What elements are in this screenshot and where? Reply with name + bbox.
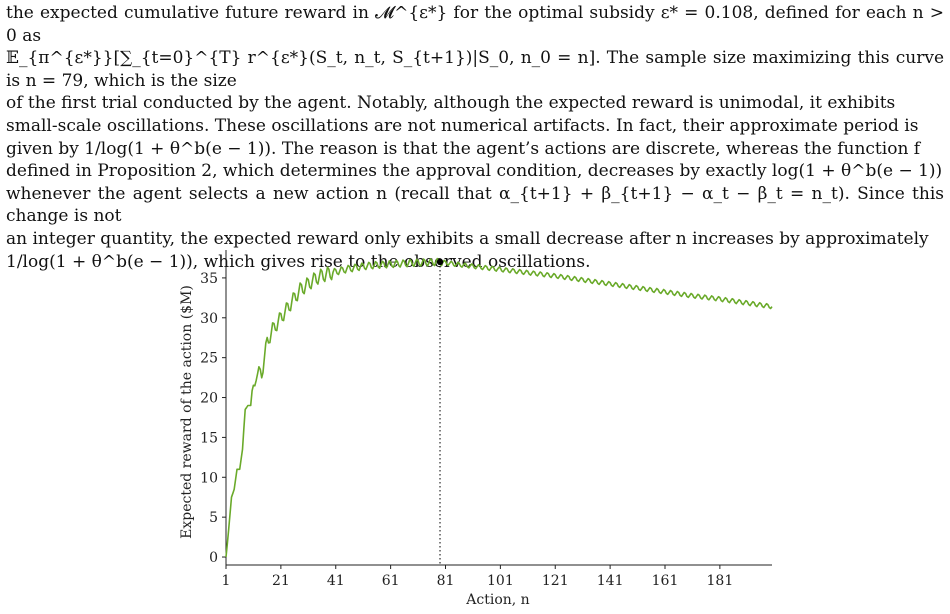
x-tick-label: 81	[437, 573, 455, 589]
paragraph-line: whenever the agent selects a new action …	[6, 183, 944, 227]
paragraph-line: 𝔼_{π^{ε*}}[∑_{t=0}^{T} r^{ε*}(S_t, n_t, …	[6, 48, 944, 91]
paragraph-line: 1/log(1 + θ^b(e − 1)), which gives rise …	[6, 251, 591, 272]
x-tick-label: 161	[652, 573, 679, 589]
x-axis-ticks: 1 21 41 61 81 101 121 141 161 181	[222, 565, 734, 589]
x-tick-label: 1	[222, 573, 231, 589]
y-axis-label: Expected reward of the action ($M)	[179, 285, 195, 539]
x-axis-label: Action, n	[465, 592, 529, 608]
chart-annotations	[436, 258, 444, 565]
x-tick-label: 181	[707, 573, 734, 589]
x-tick-label: 101	[487, 573, 514, 589]
y-tick-label: 20	[200, 391, 218, 407]
y-tick-label: 0	[209, 550, 218, 566]
body-paragraph: the expected cumulative future reward in…	[6, 2, 944, 273]
optimal-action-marker	[436, 258, 444, 266]
x-tick-label: 41	[327, 573, 345, 589]
y-tick-label: 15	[200, 430, 218, 446]
reward-curve	[225, 257, 773, 558]
x-tick-label: 21	[272, 573, 290, 589]
y-tick-label: 5	[209, 510, 218, 526]
x-tick-label: 61	[382, 573, 400, 589]
x-tick-label: 141	[597, 573, 624, 589]
y-tick-label: 30	[200, 311, 218, 327]
y-tick-label: 25	[200, 351, 218, 367]
y-axis-ticks: 0 5 10 15 20 25 30 35	[200, 271, 226, 566]
chart-axes	[225, 250, 772, 566]
paragraph-line: of the first trial conducted by the agen…	[6, 93, 896, 114]
x-tick-label: 121	[542, 573, 569, 589]
paragraph-line: given by 1/log(1 + θ^b(e − 1)). The reas…	[6, 138, 921, 159]
paragraph-line: defined in Proposition 2, which determin…	[6, 161, 943, 182]
chart-series	[225, 257, 773, 558]
paragraph-line: an integer quantity, the expected reward…	[6, 228, 929, 249]
y-tick-label: 35	[200, 271, 218, 287]
y-tick-label: 10	[200, 470, 218, 486]
paragraph-line: small-scale oscillations. These oscillat…	[6, 115, 919, 136]
paragraph-line: the expected cumulative future reward in…	[6, 3, 944, 46]
